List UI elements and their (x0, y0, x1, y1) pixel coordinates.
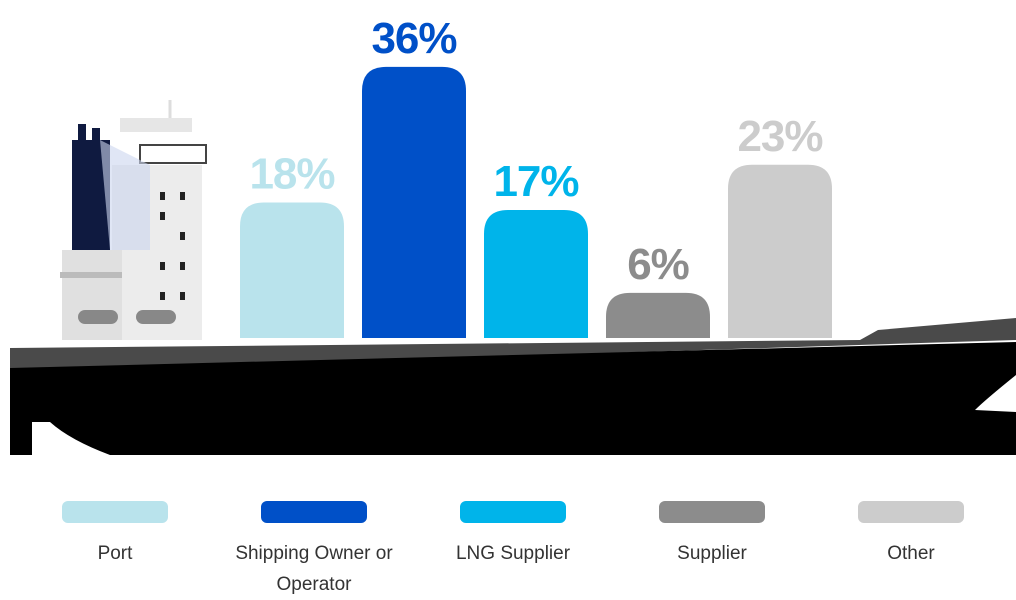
legend-swatch (261, 501, 367, 523)
legend-swatch (858, 501, 964, 523)
bar (362, 66, 466, 339)
value-label: 6% (627, 240, 689, 289)
bar (728, 164, 832, 338)
legend-swatch (659, 501, 765, 523)
ship-illustration (10, 100, 1016, 455)
legend-label: Supplier (677, 543, 747, 564)
bar (606, 292, 710, 338)
bar (484, 209, 588, 338)
chart: 18% 36% 17% 6% 23% (10, 14, 1016, 455)
legend-swatch (460, 501, 566, 523)
legend-label: Shipping Owner or Operator (235, 543, 393, 595)
legend-label: Other (887, 543, 935, 564)
legend-label: Port (97, 543, 133, 564)
value-label: 18% (249, 149, 334, 198)
value-label: 23% (737, 112, 822, 161)
legend-label: LNG Supplier (455, 543, 571, 564)
legend-swatch (62, 501, 168, 523)
value-label: 17% (493, 157, 578, 206)
bar (240, 202, 344, 338)
value-label: 36% (371, 14, 456, 63)
